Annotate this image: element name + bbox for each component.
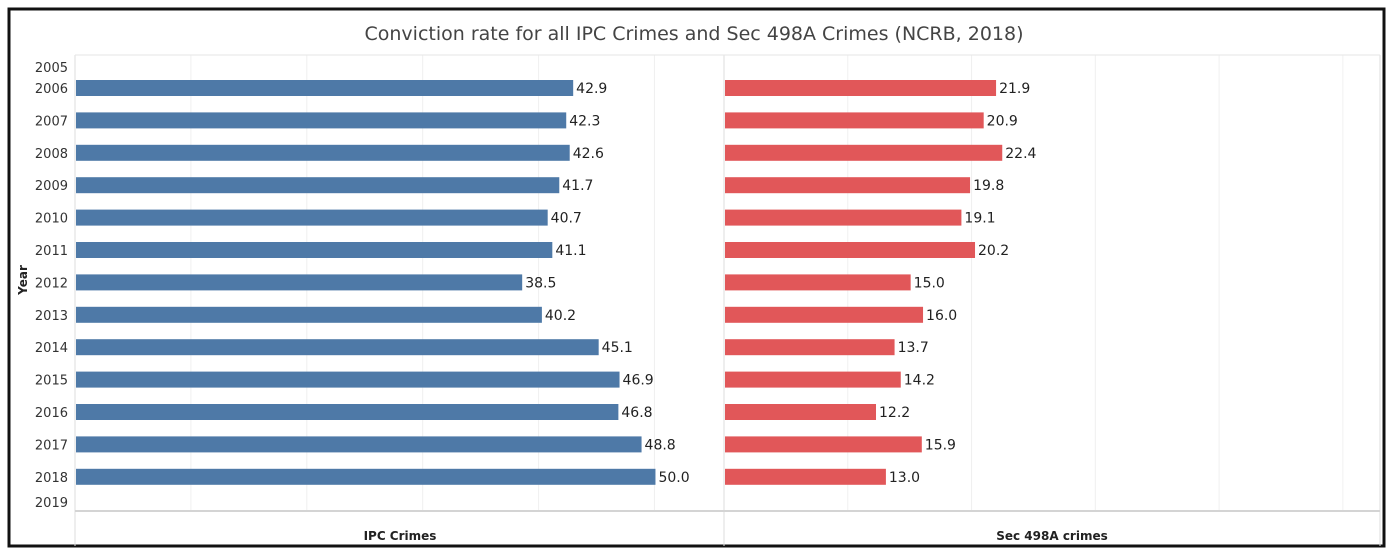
bar-498a-2008[interactable] [725, 144, 1003, 161]
panel-header-ipc: IPC Crimes [364, 529, 437, 543]
data-label: 13.0 [889, 470, 920, 486]
data-label: 19.8 [973, 178, 1004, 194]
bar-ipc-2010[interactable] [76, 209, 548, 226]
chart-title: Conviction rate for all IPC Crimes and S… [364, 23, 1023, 45]
data-label: 19.1 [964, 211, 995, 227]
bar-ipc-2011[interactable] [76, 242, 553, 258]
y-tick-label: 2009 [35, 179, 68, 194]
bar-498a-2015[interactable] [725, 371, 901, 388]
data-label: 42.6 [573, 146, 604, 162]
data-label: 20.2 [978, 243, 1009, 259]
bar-ipc-2009[interactable] [76, 177, 560, 194]
data-label: 45.1 [602, 340, 633, 356]
y-tick-label: 2010 [35, 212, 68, 227]
data-label: 40.2 [545, 308, 576, 324]
y-tick-label: 2008 [35, 147, 68, 162]
bar-498a-2010[interactable] [725, 209, 962, 226]
y-tick-label: 2006 [35, 82, 68, 97]
data-label: 21.9 [999, 81, 1030, 97]
data-label: 41.7 [562, 178, 593, 194]
data-label: 50.0 [658, 470, 689, 486]
bar-ipc-2017[interactable] [76, 436, 642, 453]
bar-ipc-2018[interactable] [76, 468, 656, 485]
bar-ipc-2012[interactable] [76, 274, 523, 291]
y-tick-label: 2015 [35, 374, 68, 389]
y-tick-label: 2017 [35, 438, 68, 453]
data-label: 46.9 [623, 373, 654, 389]
bar-498a-2017[interactable] [725, 436, 922, 453]
data-label: 48.8 [645, 437, 676, 453]
bar-ipc-2014[interactable] [76, 339, 599, 356]
data-label: 42.9 [576, 81, 607, 97]
bar-498a-2011[interactable] [725, 242, 976, 258]
y-tick-label: 2005 [35, 61, 68, 76]
data-label: 38.5 [525, 275, 556, 291]
bar-498a-2006[interactable] [725, 80, 997, 96]
y-tick-label: 2012 [35, 276, 68, 291]
y-tick-label: 2011 [35, 244, 68, 259]
data-label: 16.0 [926, 308, 957, 324]
data-label: 22.4 [1005, 146, 1036, 162]
data-label: 15.0 [914, 275, 945, 291]
bar-498a-2013[interactable] [725, 306, 924, 323]
y-tick-label: 2016 [35, 406, 68, 421]
bar-ipc-2008[interactable] [76, 144, 570, 161]
bar-498a-2014[interactable] [725, 339, 895, 356]
bar-ipc-2013[interactable] [76, 306, 542, 323]
data-label: 14.2 [904, 373, 935, 389]
bar-498a-2018[interactable] [725, 468, 886, 485]
bar-ipc-2007[interactable] [76, 112, 567, 129]
y-axis-title: Year [16, 265, 30, 296]
bar-498a-2007[interactable] [725, 112, 984, 129]
bar-498a-2012[interactable] [725, 274, 911, 291]
y-tick-label: 2014 [35, 341, 68, 356]
bar-ipc-2016[interactable] [76, 404, 619, 420]
y-tick-label: 2019 [35, 496, 68, 511]
data-label: 46.8 [621, 405, 652, 421]
data-label: 40.7 [551, 211, 582, 227]
y-tick-label: 2007 [35, 114, 68, 129]
bar-ipc-2015[interactable] [76, 371, 620, 388]
y-tick-label: 2018 [35, 471, 68, 486]
data-label: 42.3 [569, 113, 600, 129]
bar-ipc-2006[interactable] [76, 80, 574, 96]
bar-498a-2016[interactable] [725, 404, 877, 420]
data-label: 13.7 [898, 340, 929, 356]
data-label: 20.9 [987, 113, 1018, 129]
data-label: 12.2 [879, 405, 910, 421]
data-label: 41.1 [555, 243, 586, 259]
bar-498a-2009[interactable] [725, 177, 971, 194]
data-label: 15.9 [925, 437, 956, 453]
y-tick-label: 2013 [35, 309, 68, 324]
panel-header-498a: Sec 498A crimes [996, 529, 1108, 543]
